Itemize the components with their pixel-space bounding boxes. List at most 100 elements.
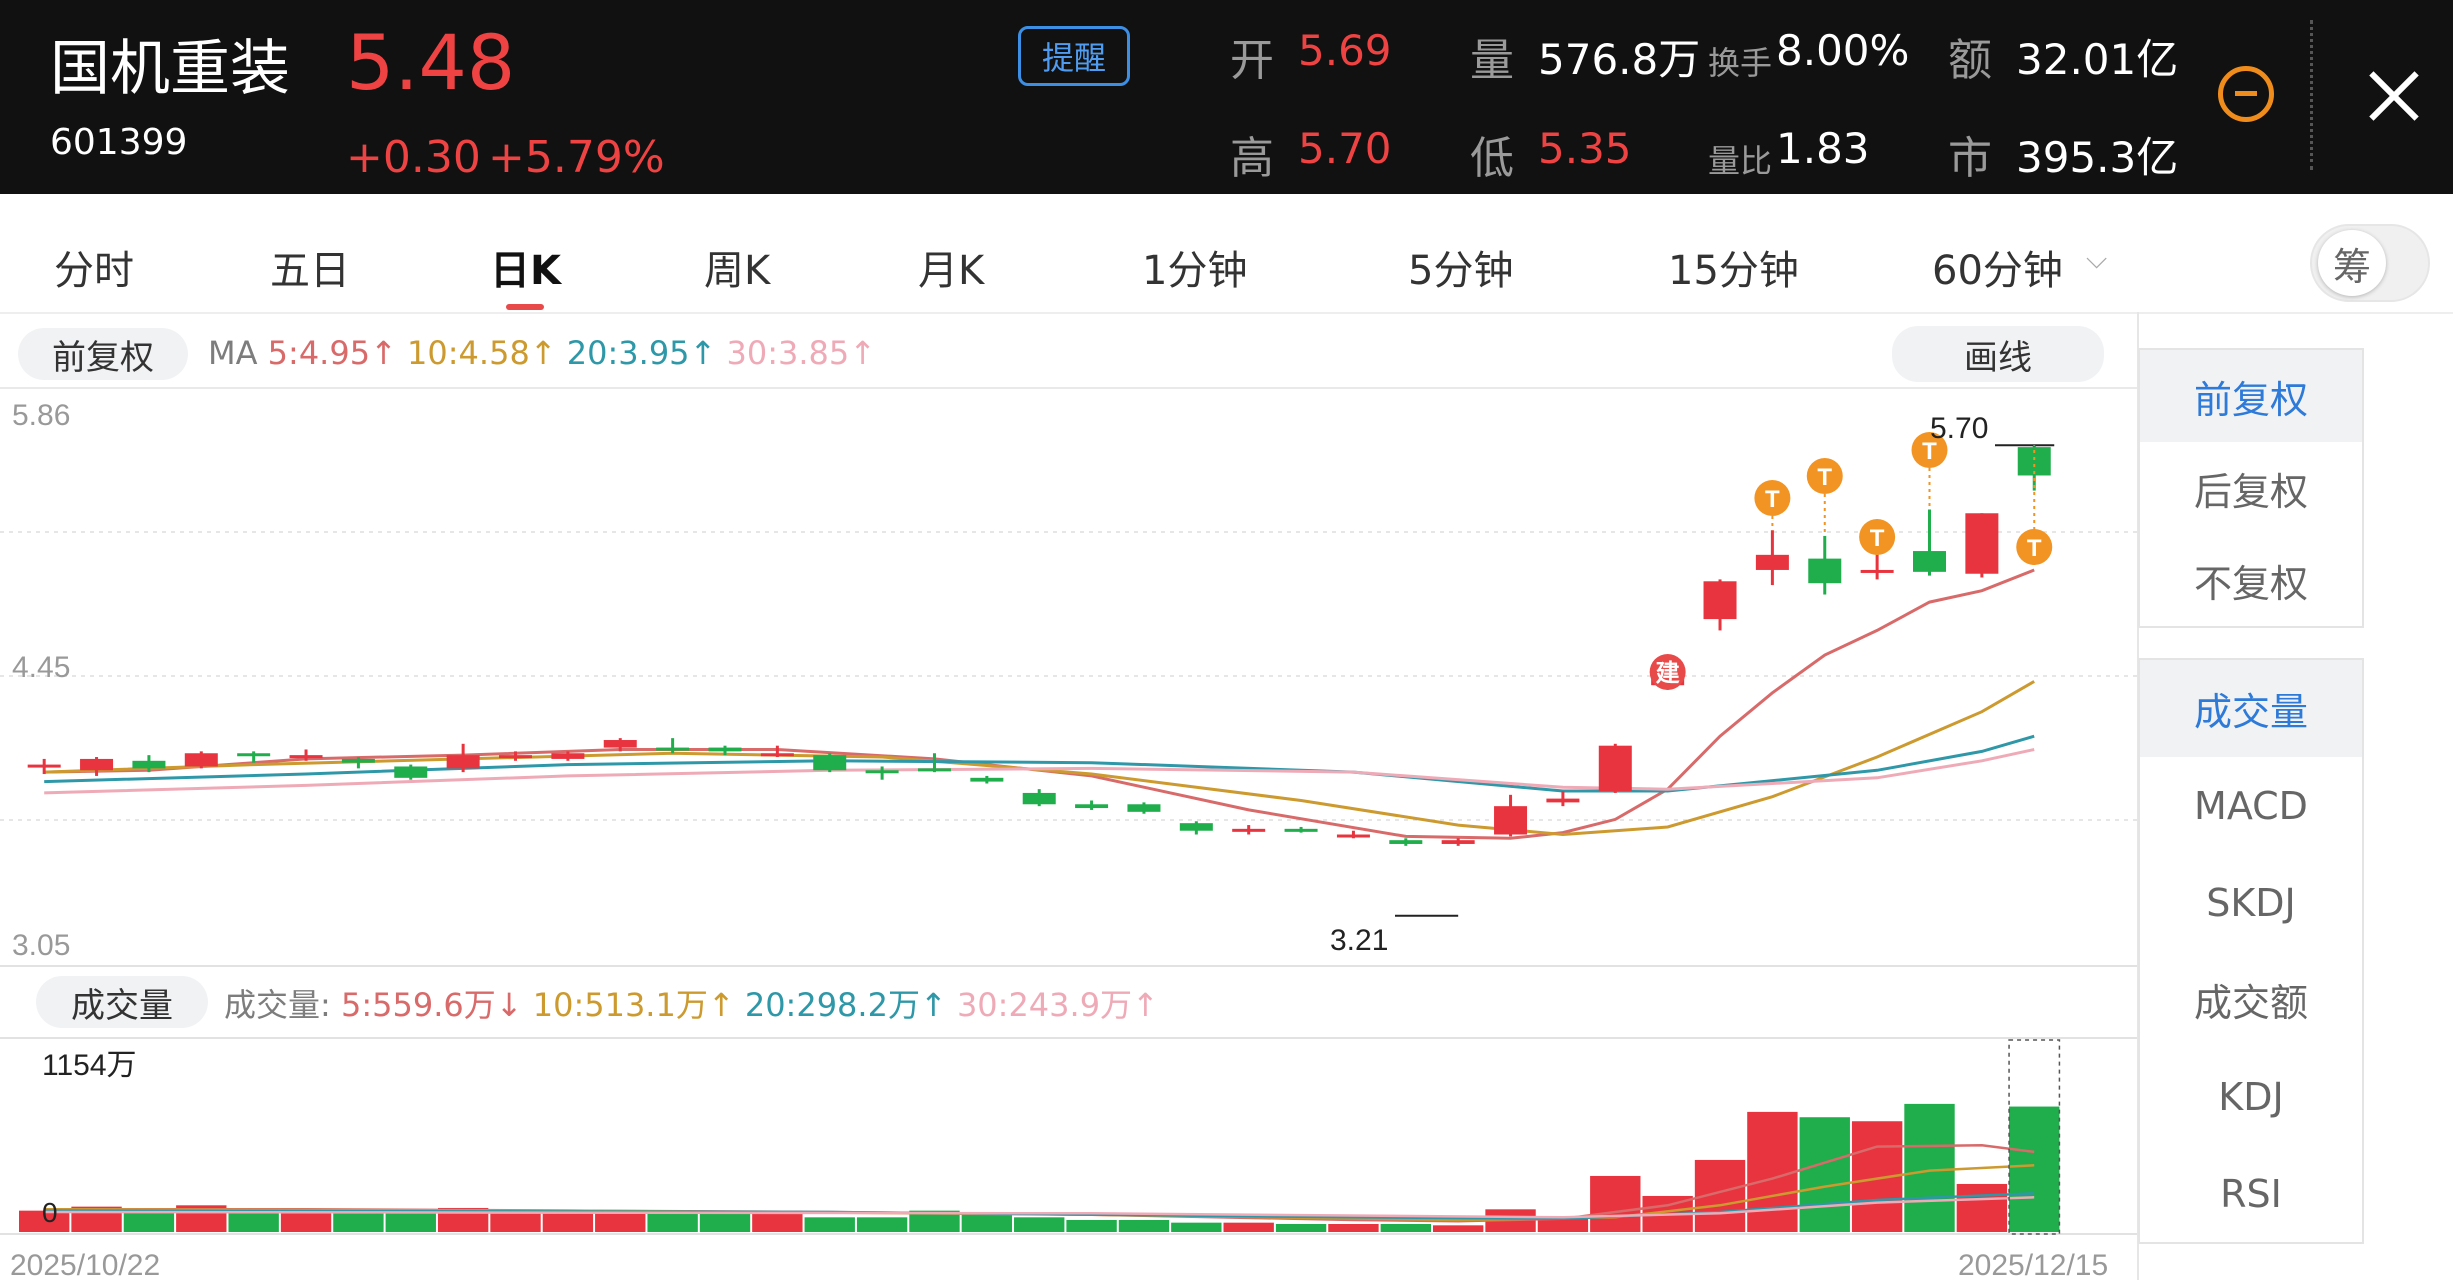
candle-body xyxy=(1755,554,1789,570)
t-marker-icon-text: T xyxy=(1765,486,1780,513)
candle-body xyxy=(184,753,218,767)
volume-bar xyxy=(1799,1117,1850,1232)
open-value: 5.69 xyxy=(1298,26,1392,75)
volume-bar xyxy=(1328,1223,1379,1232)
tab-15min[interactable]: 15分钟 xyxy=(1668,248,1799,294)
adjust-chip[interactable]: 前复权 xyxy=(18,328,188,380)
volume-bar xyxy=(1432,1225,1484,1232)
build-marker-icon xyxy=(1649,654,1686,690)
volume-bar xyxy=(542,1211,594,1232)
volume-bar xyxy=(19,1210,70,1232)
volume-bar xyxy=(280,1209,332,1232)
adjust-option-none[interactable]: 不复权 xyxy=(2193,561,2308,606)
x-axis-start-date: 2025/10/22 xyxy=(10,1249,160,1280)
t-marker-icon-text: T xyxy=(1922,438,1937,465)
chip-toggle-knob: 筹 xyxy=(2318,230,2386,296)
tab-five-day[interactable]: 五日 xyxy=(270,248,350,294)
candle-body xyxy=(1075,804,1109,809)
indicator-macd[interactable]: MACD xyxy=(2194,783,2308,828)
quote-header: 国机重装 601399 5.48 +0.30 +5.79% 提醒 开 5.69 … xyxy=(0,0,2453,194)
volume-bar xyxy=(2009,1106,2060,1232)
indicator-kdj[interactable]: KDJ xyxy=(2218,1074,2284,1119)
adjust-option-backward[interactable]: 后复权 xyxy=(2193,469,2308,514)
selected-volume-box xyxy=(2008,1039,2061,1235)
ma30-value: 30:3.85↑ xyxy=(726,334,877,372)
volume-value: 576.8万 xyxy=(1538,35,1701,84)
candle-body xyxy=(289,755,323,759)
adjust-options-panel: 前复权 后复权 不复权 xyxy=(2138,348,2364,628)
candle-body xyxy=(708,747,742,752)
volume-bar xyxy=(1171,1222,1222,1232)
volume-axis-max-label: 1154万 xyxy=(42,1049,137,1082)
tab-5min[interactable]: 5分钟 xyxy=(1408,248,1514,294)
volume-ratio-value: 1.83 xyxy=(1776,124,1870,173)
volume-bar xyxy=(647,1211,698,1232)
candle-body xyxy=(27,764,61,768)
tab-1min[interactable]: 1分钟 xyxy=(1142,248,1248,294)
indicator-rsi[interactable]: RSI xyxy=(2220,1171,2282,1216)
volume-bar xyxy=(1275,1223,1327,1232)
volume-bar xyxy=(228,1209,279,1232)
ma30-line xyxy=(44,748,2035,795)
low-price-marker-label: 3.21 xyxy=(1330,924,1388,957)
tab-60min[interactable]: 60分钟 xyxy=(1932,248,2063,294)
indicator-skdj[interactable]: SKDJ xyxy=(2206,880,2296,925)
volume-bar xyxy=(1380,1223,1431,1232)
y-axis-mid-label: 4.45 xyxy=(12,651,70,684)
tab-intraday[interactable]: 分时 xyxy=(54,248,134,294)
build-marker-icon-text: 建 xyxy=(1656,660,1680,687)
volume-chip[interactable]: 成交量 xyxy=(36,976,208,1028)
indicator-volume[interactable]: 成交量 xyxy=(2140,660,2362,757)
candle-body xyxy=(917,768,951,772)
candle-body xyxy=(341,758,375,763)
candle-body xyxy=(1860,569,1894,573)
adjust-option-forward[interactable]: 前复权 xyxy=(2140,350,2362,442)
high-label: 高 xyxy=(1230,133,1274,184)
ma-legend: MA 5:4.95↑ 10:4.58↑ 20:3.95↑ 30:3.85↑ xyxy=(208,334,876,372)
chevron-down-icon[interactable]: ⌵ xyxy=(2086,242,2108,275)
t-marker-icon-text: T xyxy=(1870,525,1885,552)
open-label: 开 xyxy=(1230,35,1274,86)
stock-code: 601399 xyxy=(50,122,188,163)
remind-button[interactable]: 提醒 xyxy=(1018,26,1130,86)
volume-bar xyxy=(804,1217,855,1232)
candle-body xyxy=(1127,804,1161,812)
draw-line-button[interactable]: 画线 xyxy=(1892,326,2104,382)
volume-ma5-value: 5:559.6万↓ xyxy=(340,986,523,1024)
candle-body xyxy=(603,740,637,748)
candle-body xyxy=(1441,840,1475,844)
period-tabs: 分时 五日 日K 周K 月K 1分钟 5分钟 15分钟 60分钟 ⌵ xyxy=(0,208,2453,314)
current-price: 5.48 xyxy=(346,18,516,107)
price-change-pct: +5.79% xyxy=(488,132,665,183)
stock-name: 国机重装 xyxy=(50,34,290,104)
candle-body xyxy=(394,766,428,778)
t-marker-icon xyxy=(1911,432,1948,468)
ma10-value: 10:4.58↑ xyxy=(407,334,557,372)
volume-ma-legend: 成交量: 5:559.6万↓ 10:513.1万↑ 20:298.2万↑ 30:… xyxy=(224,980,1159,1026)
remove-watchlist-icon[interactable] xyxy=(2218,66,2274,122)
volume-bar xyxy=(699,1211,751,1232)
y-axis-min-label: 3.05 xyxy=(12,929,70,962)
t-marker-icon xyxy=(1859,519,1896,555)
volume-ma30-line xyxy=(44,1196,2035,1219)
indicator-amount[interactable]: 成交额 xyxy=(2193,981,2308,1025)
volume-ma10-value: 10:513.1万↑ xyxy=(532,986,735,1024)
candle-body xyxy=(1179,823,1213,831)
candle-body xyxy=(1022,792,1056,805)
ma20-value: 20:3.95↑ xyxy=(566,334,717,372)
tab-monthly-k[interactable]: 月K xyxy=(918,248,985,294)
active-tab-indicator xyxy=(506,304,544,310)
volume-bar xyxy=(752,1210,803,1232)
turnover-label: 换手 xyxy=(1708,44,1773,82)
candle-body xyxy=(80,758,114,771)
volume-bar xyxy=(1904,1103,1955,1232)
volume-bar xyxy=(1956,1183,2008,1232)
y-axis-max-label: 5.86 xyxy=(12,399,70,432)
high-value: 5.70 xyxy=(1298,124,1392,173)
amount-value: 32.01亿 xyxy=(2016,35,2179,84)
tab-daily-k[interactable]: 日K xyxy=(490,248,561,294)
chip-distribution-toggle[interactable]: 筹 xyxy=(2310,224,2430,302)
tab-weekly-k[interactable]: 周K xyxy=(704,248,771,294)
ma10-line xyxy=(44,680,2035,837)
